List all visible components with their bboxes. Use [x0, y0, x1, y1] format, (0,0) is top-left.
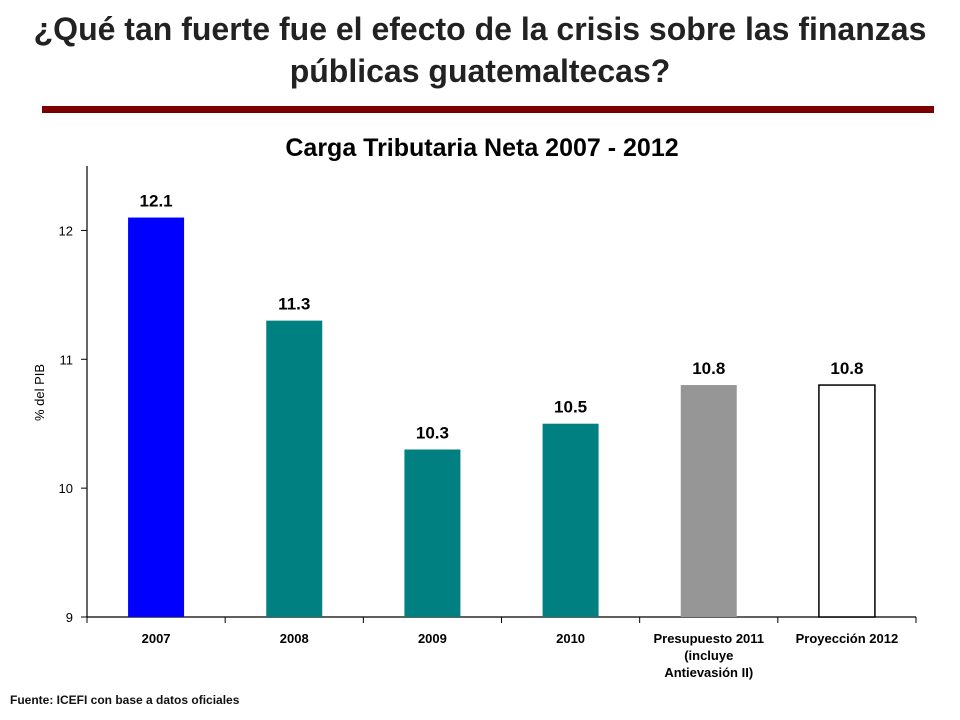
x-tick-label: (incluye: [684, 648, 733, 663]
source-note: Fuente: ICEFI con base a datos oficiales: [10, 693, 240, 707]
bar: [128, 217, 185, 618]
x-tick-label: Antievasión II): [664, 665, 753, 680]
y-tick-label: 12: [59, 223, 73, 238]
x-tick-label: Presupuesto 2011: [653, 631, 764, 646]
y-tick-label: 9: [66, 610, 73, 625]
slide-title: ¿Qué tan fuerte fue el efecto de la cris…: [33, 11, 927, 89]
bar-value-label: 10.3: [416, 423, 449, 442]
bar-value-label: 11.3: [278, 295, 310, 314]
bar: [404, 449, 461, 617]
bar: [818, 384, 876, 618]
x-tick-label: Proyección 2012: [796, 631, 899, 646]
y-tick-label: 10: [59, 481, 73, 496]
bar: [266, 320, 323, 617]
x-tick-label: 2008: [280, 631, 309, 646]
x-tick-label: 2007: [142, 631, 171, 646]
bar-value-label: 10.8: [692, 359, 725, 378]
y-tick-label: 11: [60, 352, 74, 367]
x-tick-label: 2010: [556, 631, 585, 646]
bar-value-label: 10.5: [554, 398, 587, 417]
title-divider: [42, 106, 934, 113]
bar: [680, 385, 737, 617]
bar-value-label: 10.8: [830, 359, 863, 378]
y-axis-label: % del PIB: [32, 364, 47, 421]
chart-title: Carga Tributaria Neta 2007 - 2012: [285, 134, 678, 162]
x-tick-label: 2009: [418, 631, 447, 646]
bar-value-label: 12.1: [140, 192, 173, 211]
bar: [542, 423, 599, 617]
